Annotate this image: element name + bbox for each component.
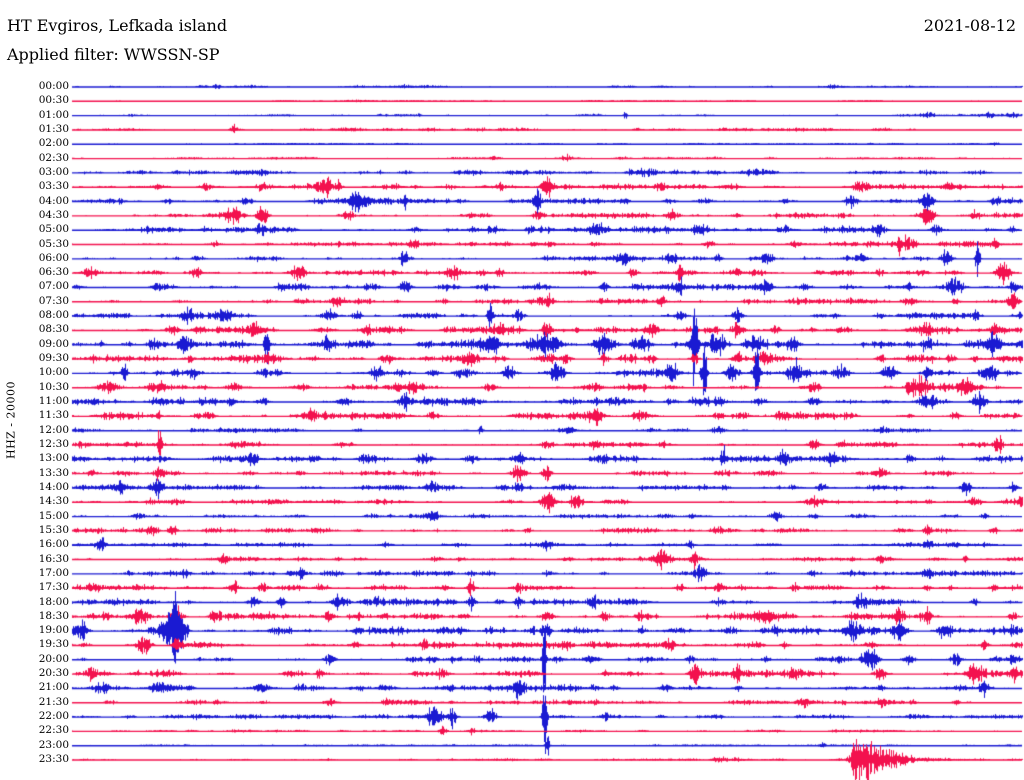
helicorder-view: HT Evgiros, Lefkada island 2021-08-12 Ap… xyxy=(0,0,1024,780)
seismogram-traces xyxy=(0,0,1024,780)
